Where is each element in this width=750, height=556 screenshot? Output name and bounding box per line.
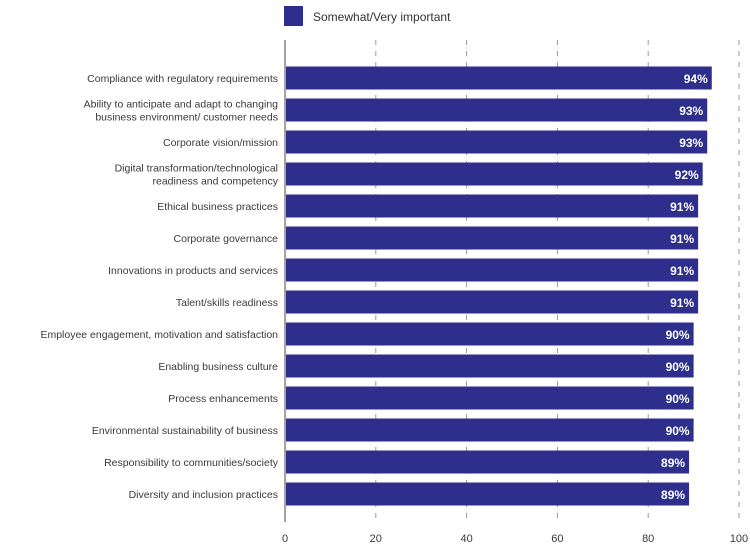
category-label: business environment/ customer needs bbox=[95, 112, 278, 124]
x-tick-label: 100 bbox=[730, 533, 748, 545]
category-label: Compliance with regulatory requirements bbox=[87, 73, 278, 85]
category-label: Innovations in products and services bbox=[108, 265, 278, 277]
category-label: Enabling business culture bbox=[158, 361, 278, 373]
bar bbox=[286, 258, 699, 282]
bar bbox=[286, 98, 708, 122]
data-label: 89% bbox=[661, 488, 685, 502]
category-labels: Compliance with regulatory requirements A… bbox=[40, 73, 278, 501]
legend-label: Somewhat/Very important bbox=[313, 10, 451, 24]
data-label: 90% bbox=[666, 328, 690, 342]
category-label: Environmental sustainability of business bbox=[92, 425, 278, 437]
data-label: 89% bbox=[661, 456, 685, 470]
data-label: 92% bbox=[675, 168, 699, 182]
bar bbox=[286, 290, 699, 314]
legend-swatch bbox=[284, 6, 303, 26]
data-label: 91% bbox=[670, 264, 694, 278]
x-tick-label: 60 bbox=[551, 533, 563, 545]
x-tick-label: 80 bbox=[642, 533, 654, 545]
value-labels: 94% 93% 93% 92% 91% 91% 91% 91% 90% 90% 90% 90% 89% 8… bbox=[661, 72, 708, 502]
data-label: 93% bbox=[679, 136, 703, 150]
category-label: Diversity and inclusion practices bbox=[129, 489, 278, 501]
bars bbox=[286, 66, 712, 506]
bar bbox=[286, 162, 703, 186]
bar bbox=[286, 130, 708, 154]
category-label: Talent/skills readiness bbox=[176, 297, 278, 309]
category-label: Corporate governance bbox=[174, 233, 279, 245]
x-tick-label: 40 bbox=[460, 533, 472, 545]
x-axis-ticks: 0 20 40 60 80 100 bbox=[282, 533, 748, 545]
category-label: Employee engagement, motivation and sati… bbox=[40, 329, 278, 341]
bar bbox=[286, 66, 712, 90]
data-label: 91% bbox=[670, 232, 694, 246]
category-label: Responsibility to communities/society bbox=[104, 457, 279, 469]
bar bbox=[286, 226, 699, 250]
category-label: Corporate vision/mission bbox=[163, 137, 278, 149]
legend: Somewhat/Very important bbox=[284, 6, 451, 26]
data-label: 91% bbox=[670, 200, 694, 214]
bar bbox=[286, 418, 694, 442]
data-label: 90% bbox=[666, 392, 690, 406]
category-label: Process enhancements bbox=[168, 393, 278, 405]
bar bbox=[286, 386, 694, 410]
category-label: readiness and competency bbox=[153, 176, 279, 188]
bar bbox=[286, 354, 694, 378]
bar bbox=[286, 194, 699, 218]
bar bbox=[286, 322, 694, 346]
data-label: 94% bbox=[684, 72, 708, 86]
x-tick-label: 0 bbox=[282, 533, 288, 545]
category-label: Digital transformation/technological bbox=[115, 163, 278, 175]
category-label: Ability to anticipate and adapt to chang… bbox=[84, 99, 279, 111]
x-tick-label: 20 bbox=[370, 533, 382, 545]
category-label: Ethical business practices bbox=[157, 201, 278, 213]
bar bbox=[286, 450, 690, 474]
bar bbox=[286, 482, 690, 506]
data-label: 93% bbox=[679, 104, 703, 118]
data-label: 91% bbox=[670, 296, 694, 310]
data-label: 90% bbox=[666, 424, 690, 438]
data-label: 90% bbox=[666, 360, 690, 374]
